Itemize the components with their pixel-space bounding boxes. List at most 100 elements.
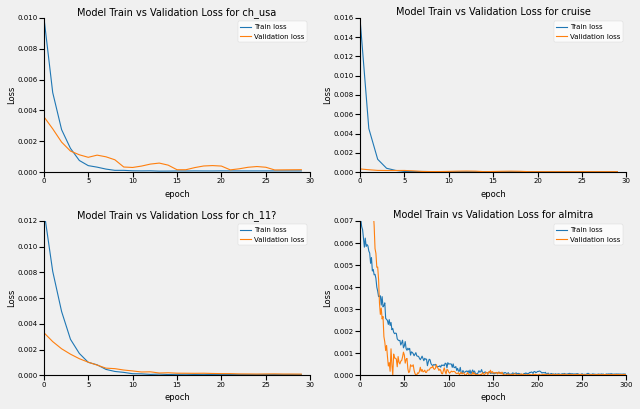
Train loss	[84, 163, 92, 168]
Train loss	[120, 370, 127, 375]
Validation loss	[621, 372, 629, 377]
Train loss	[227, 372, 234, 377]
Train loss	[552, 169, 559, 174]
Train loss	[156, 372, 163, 377]
Train loss	[218, 372, 225, 377]
Validation loss	[463, 169, 470, 173]
Validation loss	[543, 169, 550, 174]
Validation loss	[383, 168, 390, 173]
Train loss	[436, 169, 444, 174]
Train loss	[513, 371, 521, 376]
Validation loss	[236, 166, 243, 171]
Validation loss	[552, 169, 559, 174]
Validation loss	[374, 168, 381, 173]
Y-axis label: Loss: Loss	[323, 86, 332, 104]
Validation loss	[58, 139, 65, 144]
Validation loss	[49, 339, 56, 344]
Train loss	[383, 166, 390, 171]
Train loss	[298, 372, 305, 377]
Validation loss	[138, 370, 145, 375]
Train loss	[93, 362, 101, 367]
Validation loss	[209, 371, 216, 376]
Validation loss	[454, 169, 461, 173]
Validation loss	[244, 165, 252, 170]
Train loss	[120, 168, 127, 173]
Train loss	[244, 372, 252, 377]
Train loss	[200, 372, 207, 377]
X-axis label: epoch: epoch	[480, 393, 506, 402]
Validation loss	[515, 372, 523, 377]
Title: Model Train vs Validation Loss for ch_usa: Model Train vs Validation Loss for ch_us…	[77, 7, 276, 18]
Train loss	[357, 218, 365, 222]
Train loss	[280, 169, 287, 173]
Validation loss	[262, 371, 269, 376]
Line: Train loss: Train loss	[360, 18, 618, 172]
Train loss	[262, 372, 269, 377]
Train loss	[271, 372, 278, 377]
Validation loss	[191, 371, 198, 376]
Validation loss	[67, 148, 74, 153]
Validation loss	[40, 330, 47, 335]
Validation loss	[244, 371, 252, 376]
Train loss	[534, 169, 541, 174]
Validation loss	[93, 153, 101, 157]
Line: Validation loss: Validation loss	[44, 333, 301, 374]
Train loss	[587, 169, 595, 174]
Validation loss	[596, 169, 604, 174]
Train loss	[472, 169, 479, 174]
Validation loss	[280, 167, 287, 172]
Train loss	[514, 371, 522, 376]
Validation loss	[580, 373, 588, 378]
Train loss	[138, 169, 145, 173]
Validation loss	[58, 346, 65, 351]
Train loss	[289, 372, 296, 377]
X-axis label: epoch: epoch	[164, 190, 190, 199]
Train loss	[543, 169, 550, 174]
Validation loss	[40, 114, 47, 119]
Train loss	[182, 372, 189, 377]
Line: Train loss: Train loss	[360, 217, 625, 375]
Validation loss	[191, 165, 198, 170]
Validation loss	[262, 165, 269, 170]
Validation loss	[445, 169, 452, 174]
Train loss	[58, 127, 65, 132]
Train loss	[156, 169, 163, 173]
Validation loss	[389, 373, 397, 378]
Validation loss	[253, 164, 260, 169]
Train loss	[191, 372, 198, 377]
Train loss	[164, 372, 172, 377]
Validation loss	[138, 164, 145, 169]
Train loss	[67, 146, 74, 151]
Validation loss	[182, 371, 189, 376]
Validation loss	[164, 370, 172, 375]
Train loss	[236, 372, 243, 377]
Train loss	[621, 372, 629, 377]
Train loss	[147, 169, 154, 173]
Validation loss	[298, 372, 305, 377]
Validation loss	[356, 203, 364, 208]
Train loss	[218, 169, 225, 173]
Train loss	[289, 169, 296, 173]
Validation loss	[200, 371, 207, 376]
Line: Train loss: Train loss	[44, 17, 301, 171]
Validation loss	[357, 203, 365, 208]
Y-axis label: Loss: Loss	[7, 86, 16, 104]
Train loss	[401, 169, 408, 174]
Train loss	[271, 169, 278, 173]
Train loss	[596, 169, 604, 174]
Validation loss	[436, 169, 444, 174]
X-axis label: epoch: epoch	[480, 190, 506, 199]
Validation loss	[605, 169, 612, 174]
Train loss	[454, 169, 461, 174]
Train loss	[356, 214, 364, 219]
Train loss	[138, 371, 145, 376]
Validation loss	[401, 168, 408, 173]
Validation loss	[147, 162, 154, 166]
Train loss	[580, 372, 588, 377]
Validation loss	[271, 371, 278, 376]
Validation loss	[280, 372, 287, 377]
Validation loss	[200, 164, 207, 169]
Validation loss	[93, 363, 101, 368]
Train loss	[525, 169, 532, 174]
Validation loss	[182, 167, 189, 172]
